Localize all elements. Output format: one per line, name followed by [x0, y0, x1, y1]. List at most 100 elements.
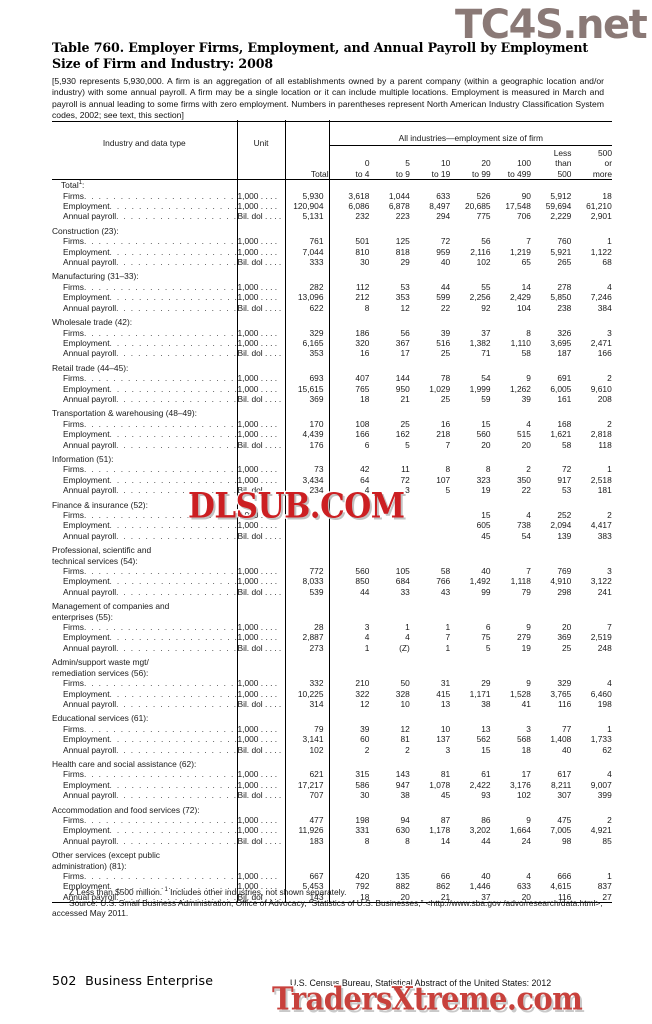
row-label: Firms — [63, 814, 84, 825]
cell-size-3: 44 — [481, 835, 491, 846]
cell-size-3: 15 — [481, 418, 491, 429]
cell-size-0: 232 — [355, 211, 370, 222]
cell-size-4: 22 — [521, 485, 531, 496]
cell-size-2: 8,497 — [429, 201, 451, 212]
row-label: Firms — [63, 464, 84, 475]
cell-size-2: 40 — [440, 257, 451, 268]
cell-size-4: 17 — [521, 769, 531, 780]
cell-size-0: 30 — [360, 257, 370, 268]
table-row: Firms . . . . . . . . . . . . . . . . . … — [52, 236, 612, 247]
cell-size-2: 137 — [436, 734, 451, 745]
cell-size-5: 1,621 — [550, 429, 572, 440]
leader-dots: . . . . . . . . . . . . . . . . . . . . … — [109, 292, 236, 303]
cell-size-2: 3 — [445, 744, 451, 755]
group-label: Finance & insurance (52): — [52, 499, 148, 510]
row-label: Annual payroll — [63, 302, 117, 313]
row-label: Firms — [63, 871, 84, 881]
group-spacer — [52, 358, 612, 363]
cell-size-2: 10 — [440, 723, 451, 734]
row-label: Employment — [63, 688, 110, 699]
cell-size-3: 5 — [485, 642, 491, 653]
cell-size-6: 2 — [607, 418, 612, 429]
row-label: Employment — [63, 292, 110, 303]
group-spacer — [52, 800, 612, 805]
cell-total: 4,439 — [285, 429, 330, 440]
cell-size-0: 8 — [364, 302, 370, 313]
row-label: Employment — [63, 632, 110, 643]
table-row: Annual payroll . . . . . . . . . . . . .… — [52, 586, 612, 598]
row-label: Employment — [63, 337, 110, 348]
cell-size-5: 1,408 — [550, 734, 572, 745]
cell-size-0 — [329, 520, 369, 530]
group-label: enterprises (55): — [52, 611, 113, 622]
row-unit: Bil. dol . . . . — [237, 891, 286, 903]
cell-size-0: 44 — [360, 586, 370, 597]
cell-size-1: 11 — [401, 464, 410, 475]
cell-size-0: 60 — [360, 734, 370, 745]
cell-size-4: 9 — [526, 814, 531, 825]
cell-size-6: 1 — [607, 464, 612, 475]
cell-total: 15,615 — [285, 383, 330, 394]
cell-size-5: 769 — [557, 566, 572, 577]
cell-size-6: 166 — [597, 348, 612, 359]
row-label: Annual payroll — [63, 393, 117, 404]
group-heading-row: Management of companies and — [52, 601, 612, 612]
cell-size-5: 7,005 — [550, 825, 572, 836]
cell-size-6: 208 — [597, 393, 612, 404]
cell-size-3: 526 — [476, 190, 491, 201]
group-heading-row: Retail trade (44–45): — [52, 362, 612, 374]
cell-size-6: 241 — [597, 586, 612, 597]
cell-size-0: 18 — [360, 393, 370, 404]
row-unit: 1,000 . . . . — [237, 566, 286, 577]
data-table: All industries—employment size of firm I… — [52, 120, 612, 904]
group-spacer — [52, 541, 612, 546]
row-unit: 1,000 . . . . — [237, 723, 286, 735]
cell-size-4: 2,429 — [509, 292, 531, 303]
cell-size-6: 27 — [602, 891, 612, 902]
cell-size-3: 1,446 — [469, 881, 491, 892]
cell-size-4: 279 — [516, 632, 531, 643]
leader-dots: . . . . . . . . . . . . . . . . . . . . … — [109, 201, 236, 212]
row-unit: 1,000 . . . . — [237, 520, 286, 531]
cell-size-1: 94 — [400, 814, 410, 825]
cell-size-1: 950 — [395, 383, 410, 394]
cell-size-0: 16 — [360, 348, 370, 359]
cell-size-6: 198 — [597, 698, 612, 709]
cell-size-3: 8 — [485, 464, 491, 475]
cell-size-3: 29 — [481, 678, 491, 689]
cell-size-4: 1,262 — [509, 383, 531, 394]
cell-size-5: 4,615 — [550, 881, 572, 892]
cell-size-4: 7 — [526, 566, 531, 577]
table-row: Employment . . . . . . . . . . . . . . .… — [52, 734, 612, 745]
cell-size-0: 18 — [360, 891, 370, 902]
leader-dots: . . . . . . . . . . . . . . . . . . . . … — [116, 485, 236, 496]
cell-size-1: 367 — [395, 337, 410, 348]
cell-size-0: 407 — [355, 373, 370, 384]
cell-size-2: 1 — [445, 622, 451, 633]
cell-size-1: 2 — [405, 744, 410, 755]
header-size-100to499: 100 to 499 — [507, 158, 532, 179]
cell-size-5: 139 — [557, 530, 572, 541]
cell-size-3: 59 — [481, 393, 491, 404]
row-label: Employment — [63, 474, 110, 485]
cell-size-1: 33 — [400, 586, 410, 597]
cell-size-6: 2,818 — [590, 429, 612, 440]
cell-size-4: 1,110 — [510, 337, 531, 348]
group-label: Total — [61, 180, 79, 191]
cell-size-0: 420 — [355, 871, 370, 881]
group-spacer — [52, 597, 612, 602]
cell-size-1: 10 — [400, 698, 410, 709]
cell-size-2: 78 — [440, 373, 451, 384]
cell-size-6: 181 — [597, 485, 612, 496]
cell-size-3: 2,116 — [470, 246, 491, 257]
cell-size-3: 102 — [476, 257, 491, 268]
table-row: Employment . . . . . . . . . . . . . . .… — [52, 825, 612, 836]
leader-dots: . . . . . . . . . . . . . . . . . . . . … — [83, 814, 236, 825]
cell-size-0: 210 — [355, 678, 370, 689]
row-label: Annual payroll — [63, 698, 117, 709]
leader-dots: . . . . . . . . . . . . . . . . . . . . … — [83, 566, 236, 577]
cell-size-1: 53 — [400, 281, 410, 292]
cell-size-0: 586 — [355, 779, 370, 790]
group-heading-row: Accommodation and food services (72): — [52, 804, 612, 815]
cell-size-3: 1,171 — [469, 688, 491, 699]
